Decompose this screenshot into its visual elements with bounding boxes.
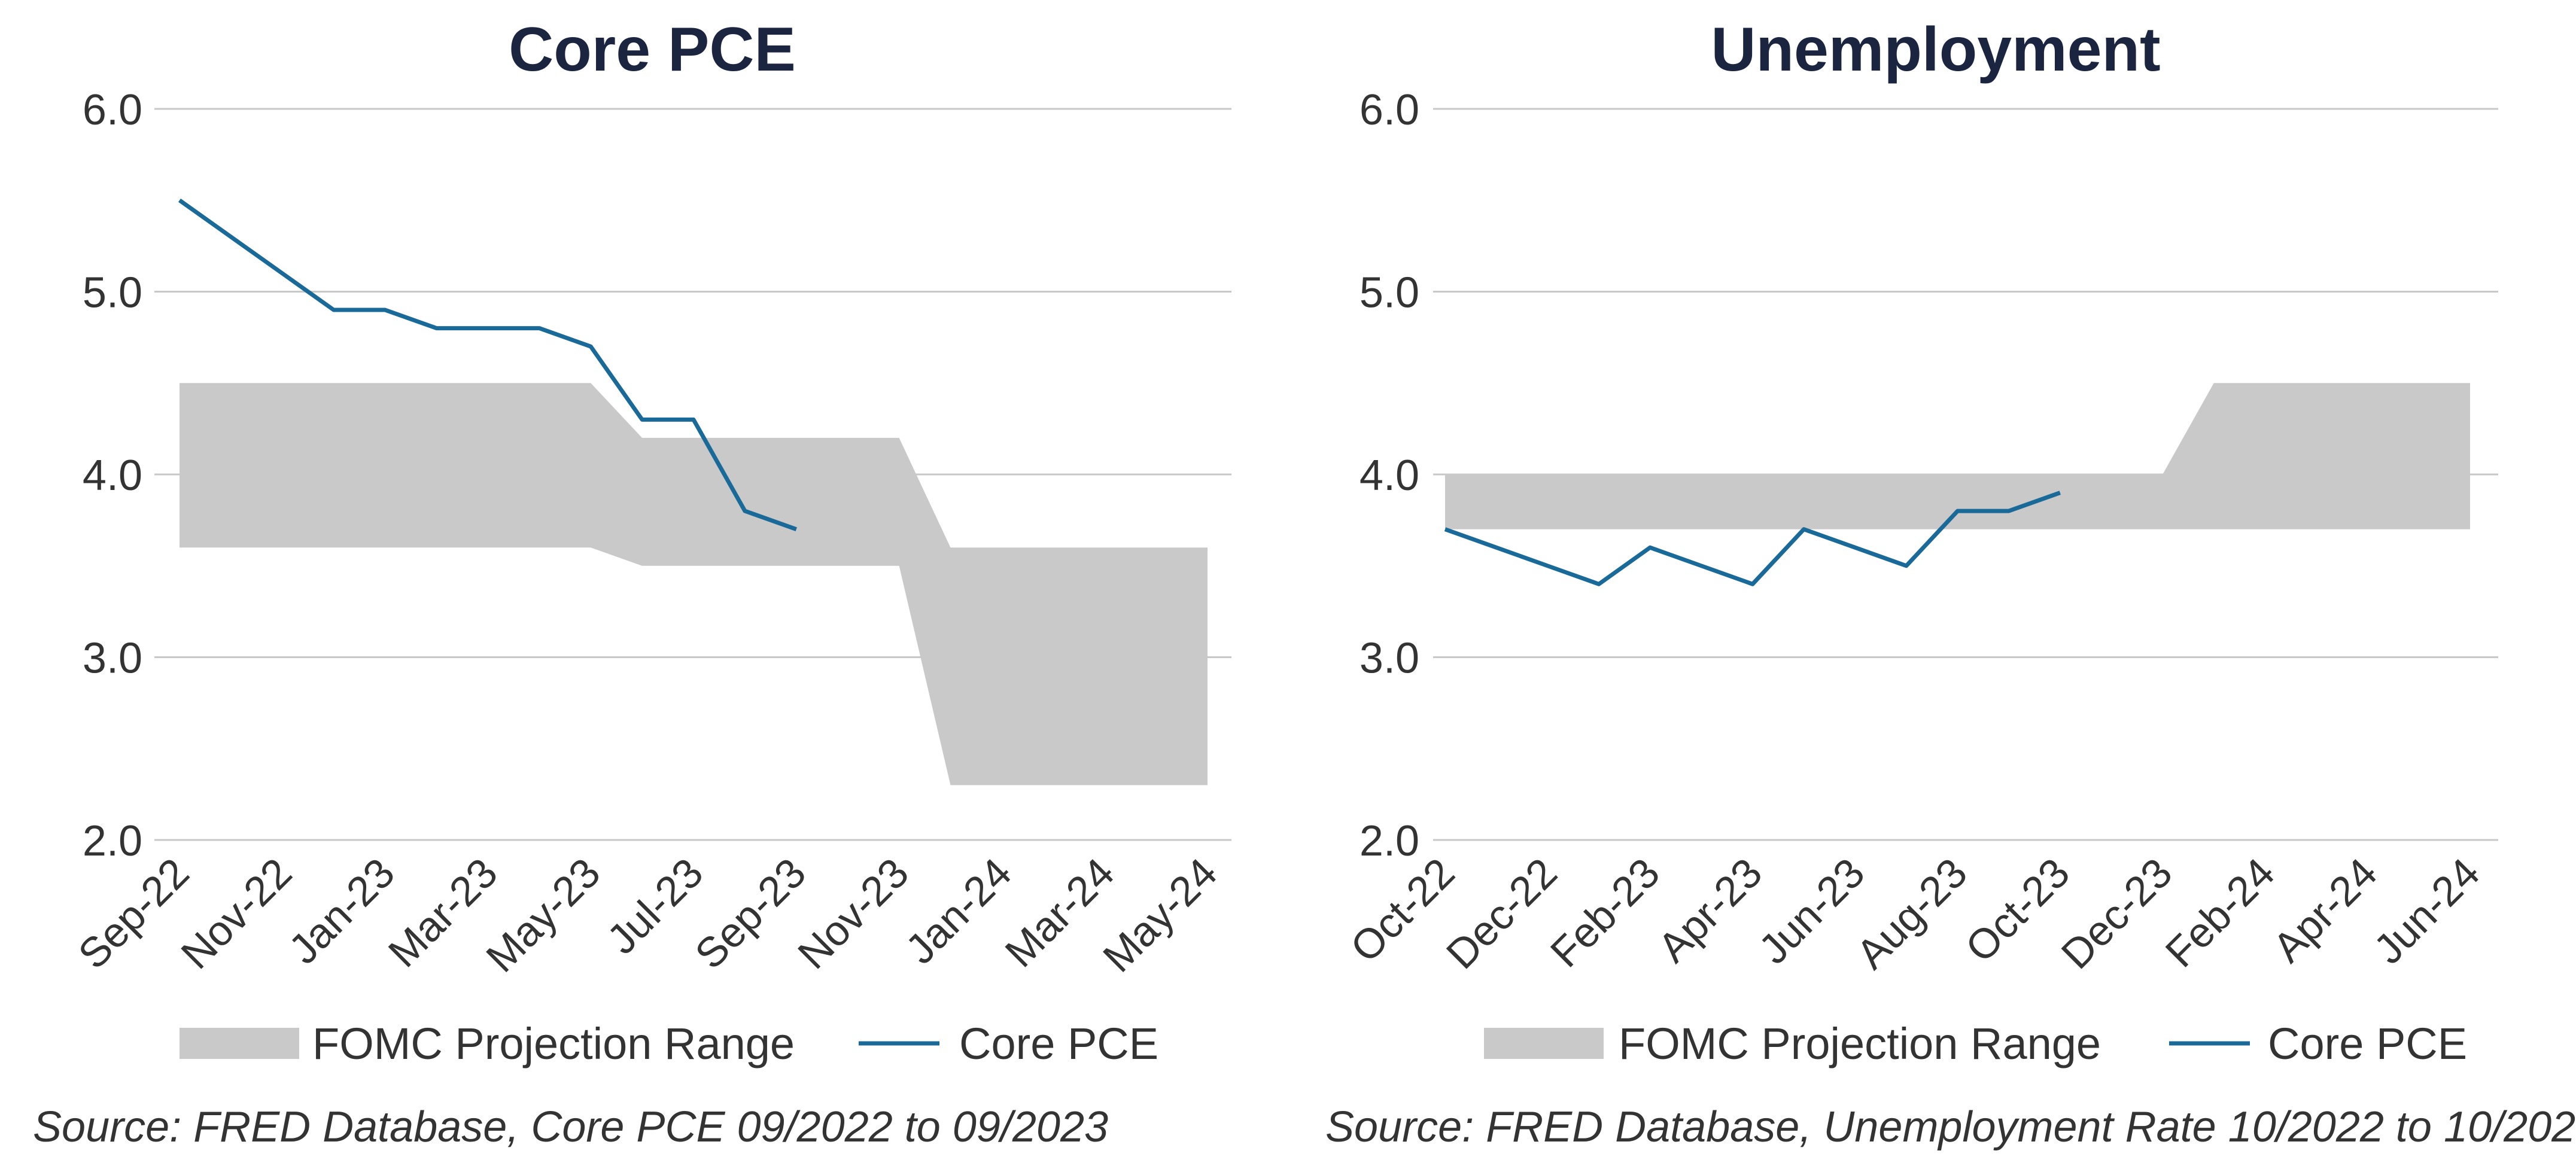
series-line (1444, 491, 2061, 586)
y-tick-label: 2.0 (1360, 817, 1419, 865)
x-tick-label: Dec-22 (1437, 849, 1566, 978)
x-tick-label: Feb-23 (1541, 849, 1668, 976)
projection-band-unemployment (1445, 383, 2470, 529)
series-line (178, 198, 797, 531)
x-tick-label: Feb-24 (2157, 849, 2283, 976)
x-tick-label: Nov-23 (789, 849, 917, 978)
y-tick-label: 6.0 (1360, 86, 1419, 134)
projection-range-band (180, 383, 1208, 786)
x-tick-label: Sep-23 (686, 849, 815, 978)
x-tick-label: Apr-23 (1649, 849, 1771, 971)
y-tick-label: 5.0 (1360, 269, 1419, 317)
legend-label-line: Core PCE (2268, 1019, 2467, 1069)
legend-unemployment: FOMC Projection Range Core PCE (1484, 1019, 2467, 1069)
x-tick-label: Jan-24 (896, 849, 1020, 973)
y-tick-label: 4.0 (1360, 452, 1419, 500)
series-line-unemployment (1444, 491, 2061, 586)
x-axis-ticks-core-pce: Sep-22Nov-22Jan-23Mar-23May-23Jul-23Sep-… (69, 849, 1226, 981)
y-axis-ticks-core-pce: 6.0 5.0 4.0 3.0 2.0 (83, 86, 142, 865)
y-axis-ticks-unemployment: 6.0 5.0 4.0 3.0 2.0 (1360, 86, 1419, 865)
projection-band-core-pce (180, 383, 1208, 786)
y-tick-label: 5.0 (83, 269, 142, 317)
x-tick-label: Nov-22 (172, 849, 301, 978)
legend-core-pce: FOMC Projection Range Core PCE (180, 1019, 1158, 1069)
projection-range-band (1445, 383, 2470, 529)
core-pce-chart: Core PCE 6.05.04.03.02.0 Sep-22Nov-22Jan… (33, 15, 1231, 1151)
y-tick-label: 3.0 (83, 635, 142, 683)
series-line-core-pce (178, 198, 797, 531)
x-tick-label: Jun-23 (1750, 849, 1874, 973)
legend-label-band: FOMC Projection Range (1619, 1019, 2101, 1069)
x-tick-label: Sep-22 (69, 849, 198, 978)
x-tick-label: Jun-24 (2365, 849, 2489, 973)
x-tick-label: May-24 (1094, 849, 1225, 981)
x-tick-label: May-23 (478, 849, 609, 981)
legend-swatch-band (180, 1028, 299, 1059)
x-tick-label: Aug-23 (1847, 849, 1976, 978)
y-tick-label: 2.0 (83, 817, 142, 865)
source-note-core-pce: Source: FRED Database, Core PCE 09/2022 … (33, 1103, 1108, 1151)
legend-swatch-band (1484, 1028, 1604, 1059)
unemployment-chart: Unemployment 6.0 5.0 4.0 3.0 2.0 Oct-22Dec-2… (1325, 15, 2576, 1151)
y-tick-label: 6.0 (83, 86, 142, 134)
chart-title-unemployment: Unemployment (1711, 15, 2160, 84)
chart-title-core-pce: Core PCE (509, 15, 796, 84)
y-tick-label: 3.0 (1360, 635, 1419, 683)
x-tick-label: Apr-24 (2264, 849, 2386, 971)
legend-label-band: FOMC Projection Range (312, 1019, 795, 1069)
x-tick-label: Jan-23 (280, 849, 404, 973)
x-axis-ticks-unemployment: Oct-22Dec-22Feb-23Apr-23Jun-23Aug-23Oct-… (1342, 849, 2489, 978)
legend-label-line: Core PCE (959, 1019, 1158, 1069)
x-tick-label: Dec-23 (2052, 849, 2181, 978)
y-tick-label: 4.0 (83, 452, 142, 500)
source-note-unemployment: Source: FRED Database, Unemployment Rate… (1325, 1103, 2576, 1151)
